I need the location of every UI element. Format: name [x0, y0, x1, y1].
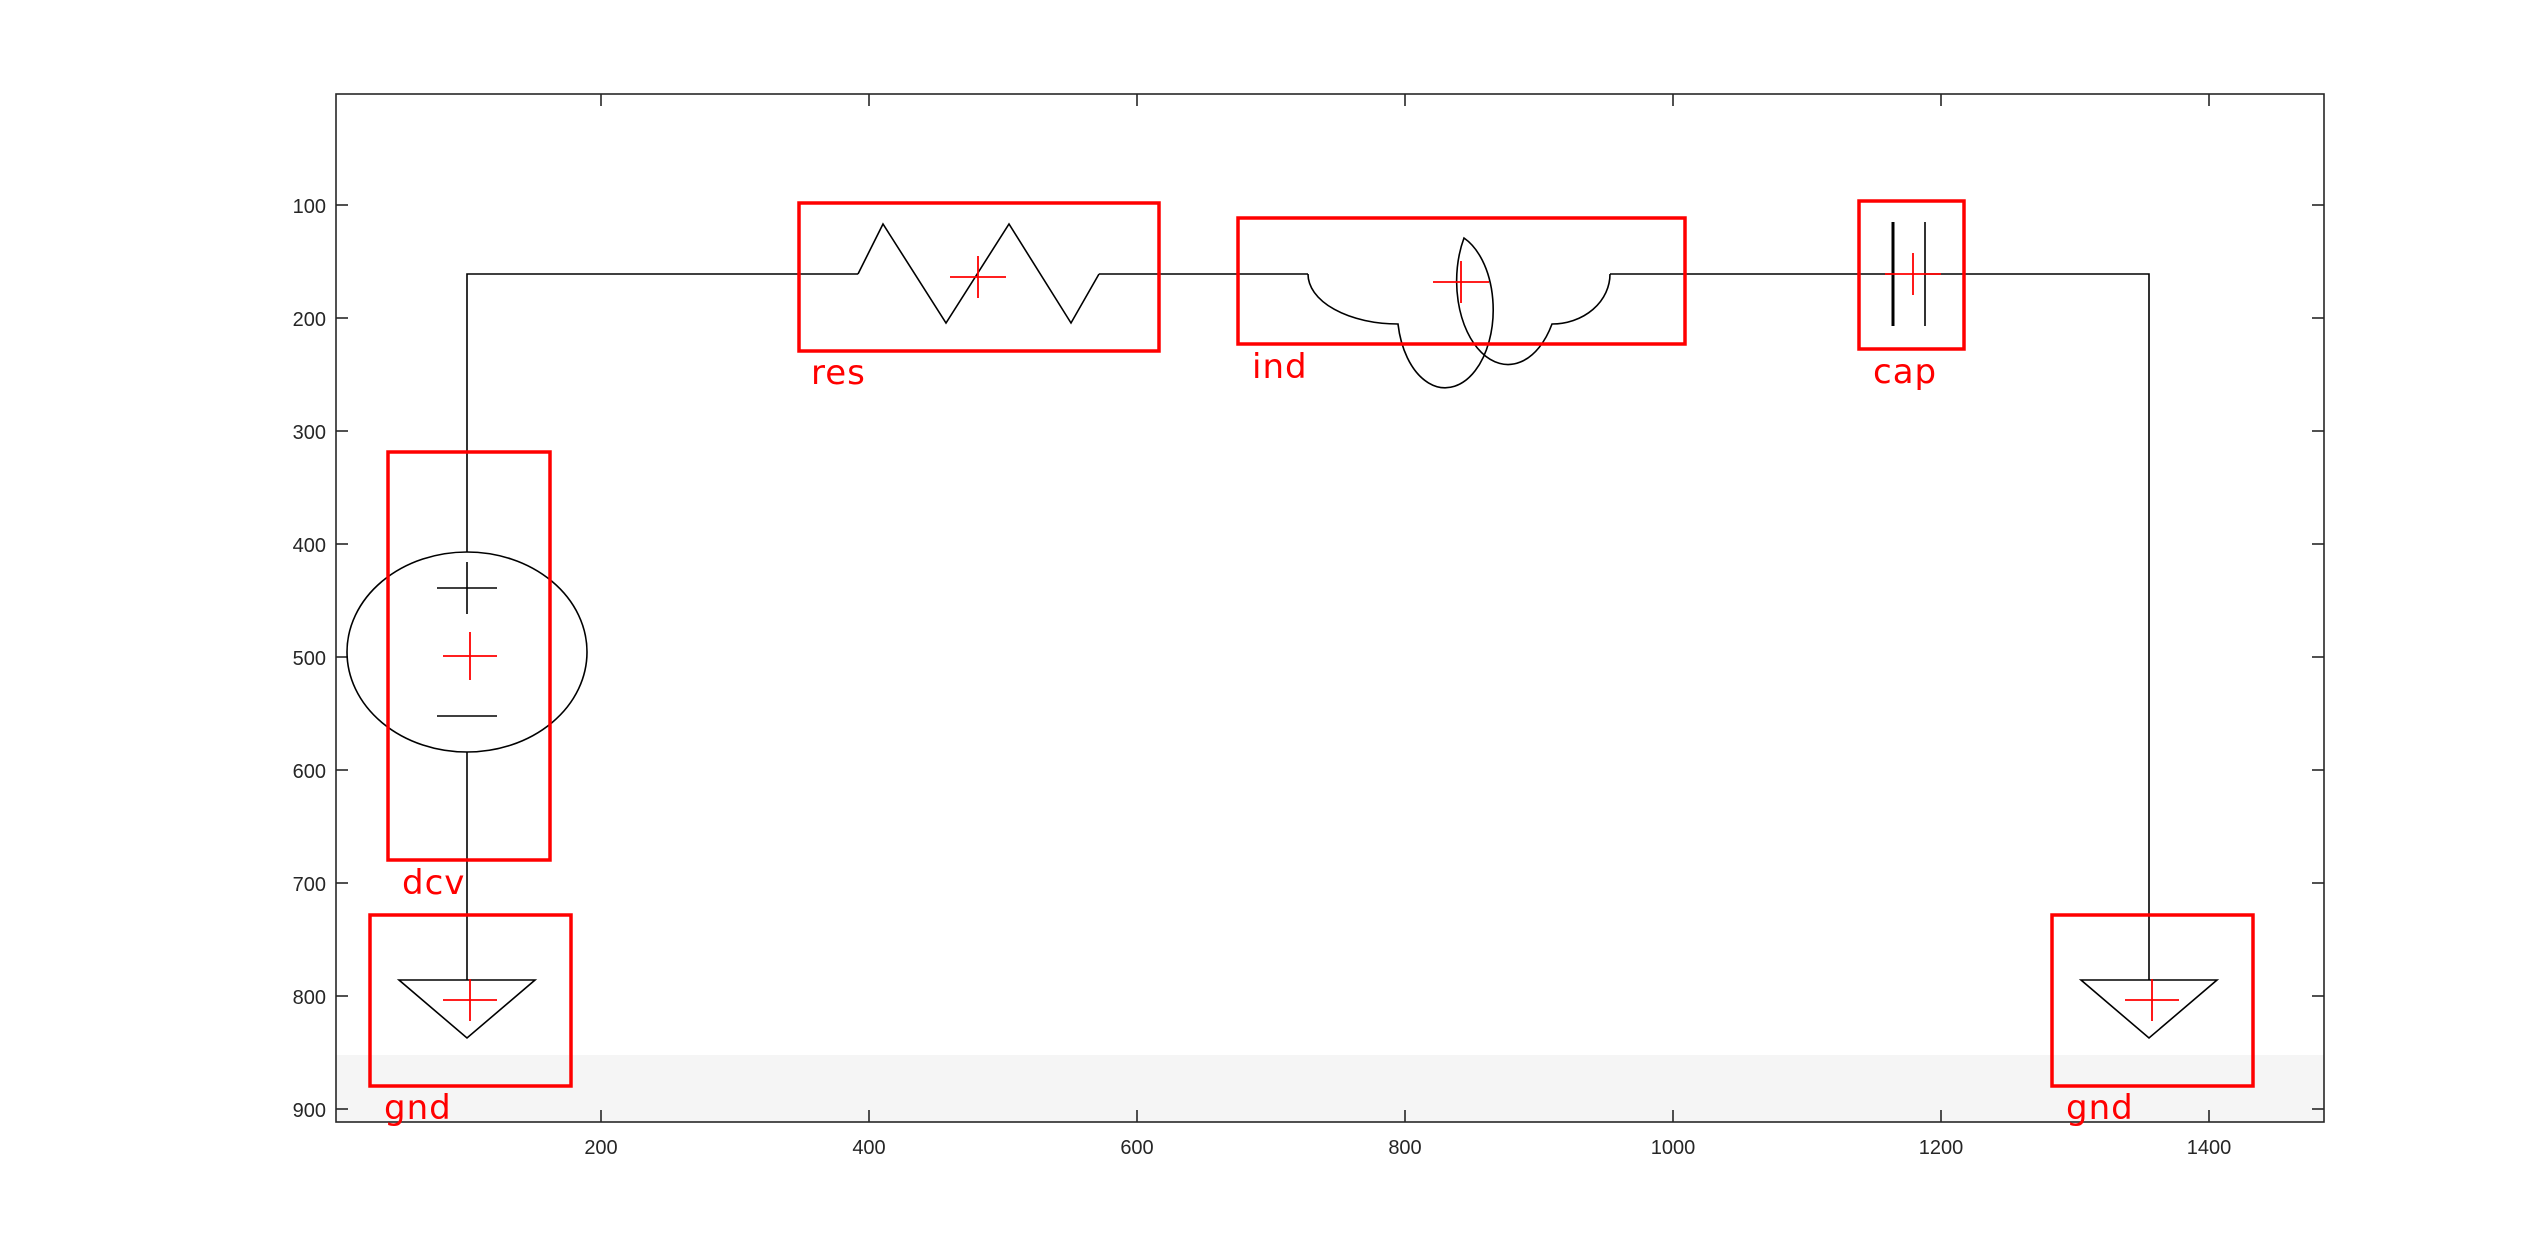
detection-box-res: [797, 201, 1161, 353]
detection-box-ind: [1236, 216, 1687, 346]
label-cap: cap: [1873, 352, 1937, 392]
wire-cap-right: [1925, 273, 2150, 980]
label-ind: ind: [1252, 347, 1308, 387]
x-tick-label: 1000: [1651, 1137, 1696, 1159]
x-tick-label: 1400: [2187, 1137, 2232, 1159]
y-tick-label: 100: [293, 196, 326, 218]
label-gnd-left: gnd: [384, 1088, 452, 1128]
y-tick-label: 600: [293, 761, 326, 783]
axes-box: [335, 93, 2325, 1123]
detection-box-gnd-left: [368, 913, 573, 1088]
ground-symbol-left: [396, 979, 538, 1040]
y-tick-label: 900: [293, 1100, 326, 1122]
x-tick-label: 800: [1388, 1137, 1421, 1159]
y-tick-label: 500: [293, 648, 326, 670]
detection-box-cap: [1857, 199, 1966, 351]
dc-voltage-source-symbol: [346, 551, 588, 753]
y-tick-label: 700: [293, 874, 326, 896]
y-axis-ticks: [336, 204, 2324, 1110]
y-tick-label: 400: [293, 535, 326, 557]
circuit-wires: [466, 273, 2150, 980]
detection-boxes: [368, 199, 2255, 1088]
x-tick-label: 600: [1120, 1137, 1153, 1159]
label-gnd-right: gnd: [2066, 1088, 2134, 1128]
center-cross-ind: [1433, 261, 1489, 303]
center-cross-res: [950, 256, 1006, 298]
x-axis-ticks: [600, 94, 2210, 1122]
x-tick-label: 1200: [1919, 1137, 1964, 1159]
wire-left-top: [466, 273, 858, 552]
x-axis-tick-labels: 200 400 600 800 1000 1200 1400: [584, 1137, 2231, 1159]
shaded-strip: [336, 1055, 2324, 1122]
detection-labels: res ind cap dcv gnd gnd: [384, 347, 2134, 1128]
center-cross-cap: [1885, 253, 1941, 295]
detection-box-dcv: [386, 450, 552, 862]
center-cross-gnd-left: [443, 979, 497, 1021]
y-tick-label: 200: [293, 309, 326, 331]
x-tick-label: 400: [852, 1137, 885, 1159]
y-tick-label: 300: [293, 422, 326, 444]
center-cross-dcv: [443, 632, 497, 680]
inductor-symbol: [1307, 236, 1611, 389]
x-tick-label: 200: [584, 1137, 617, 1159]
ground-symbol-right: [2078, 979, 2220, 1040]
y-axis-tick-labels: 100 200 300 400 500 600 700 800 900: [293, 196, 326, 1122]
label-dcv: dcv: [402, 863, 465, 903]
label-res: res: [811, 353, 866, 393]
center-cross-gnd-right: [2125, 979, 2179, 1021]
detection-box-gnd-right: [2050, 913, 2255, 1088]
y-tick-label: 800: [293, 987, 326, 1009]
detection-centers: [443, 253, 2179, 1021]
